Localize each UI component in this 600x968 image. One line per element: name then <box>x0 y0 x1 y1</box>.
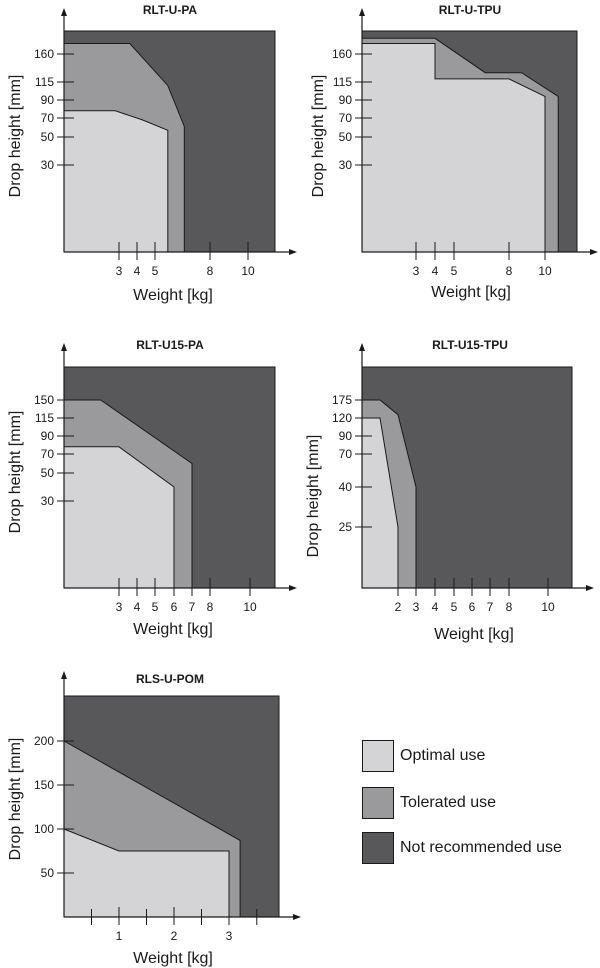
x-tick-label-4: 4 <box>134 600 141 614</box>
y-axis-arrow <box>359 343 365 351</box>
y-tick-label-200: 200 <box>34 734 54 748</box>
x-tick-label-2: 2 <box>171 929 178 943</box>
x-tick-label-5: 5 <box>451 264 458 278</box>
x-tick-label-8: 8 <box>207 600 214 614</box>
y-tick-label-90: 90 <box>41 429 55 443</box>
legend-swatch-tolerated <box>362 787 394 819</box>
y-tick-label-90: 90 <box>339 429 353 443</box>
y-tick-label-30: 30 <box>41 494 55 508</box>
x-tick-label-3: 3 <box>226 929 233 943</box>
x-tick-label-7: 7 <box>487 600 494 614</box>
chart-title-rls-u-pom: RLS-U-POM <box>136 672 204 686</box>
x-tick-label-10: 10 <box>243 600 257 614</box>
chart-title-rlt-u15-tpu: RLT-U15-TPU <box>432 338 508 352</box>
y-tick-label-70: 70 <box>41 447 55 461</box>
y-tick-label-50: 50 <box>41 866 55 880</box>
chart-panel-2: 3 4 5 8 10 30 50 70 90 115 160 RLT-U-TPU Weight [kg]… <box>310 3 598 301</box>
chart-panel-3: 3 4 5 6 7 8 10 30 50 70 90 115 150 RLT-U15-PA Weight [… <box>7 338 297 638</box>
region-optimal <box>361 43 546 253</box>
y-tick-label-25: 25 <box>339 520 353 534</box>
x-tick-label-3: 3 <box>413 264 420 278</box>
y-axis-label: Drop height [mm] <box>310 75 327 198</box>
x-axis-arrow <box>586 585 594 591</box>
x-tick-label-10: 10 <box>241 264 255 278</box>
x-axis-arrow <box>289 249 297 255</box>
x-tick-label-5: 5 <box>152 600 159 614</box>
x-axis-arrow <box>293 914 301 920</box>
y-tick-label-115: 115 <box>333 75 352 89</box>
x-axis-label: Weight [kg] <box>133 950 213 967</box>
x-tick-label-3: 3 <box>116 600 123 614</box>
x-tick-label-6: 6 <box>171 600 178 614</box>
y-tick-label-115: 115 <box>35 411 54 425</box>
x-axis-arrow <box>289 585 297 591</box>
x-axis-label: Weight [kg] <box>133 621 213 638</box>
y-axis-label: Drop height [mm] <box>7 75 24 198</box>
y-tick-label-70: 70 <box>339 111 353 125</box>
y-axis-arrow <box>61 8 67 16</box>
x-axis-arrow <box>590 249 598 255</box>
y-tick-label-30: 30 <box>41 158 55 172</box>
x-tick-label-4: 4 <box>134 264 141 278</box>
y-tick-label-100: 100 <box>34 822 54 836</box>
y-tick-label-115: 115 <box>35 75 54 89</box>
y-axis-arrow <box>61 671 67 679</box>
x-tick-label-7: 7 <box>189 600 196 614</box>
x-tick-label-6: 6 <box>469 600 476 614</box>
y-tick-label-120: 120 <box>332 411 352 425</box>
y-tick-label-70: 70 <box>41 111 55 125</box>
chart-title-rlt-u15-pa: RLT-U15-PA <box>136 338 204 352</box>
x-tick-label-3: 3 <box>413 600 420 614</box>
y-tick-label-90: 90 <box>41 93 55 107</box>
x-tick-label-10: 10 <box>538 264 552 278</box>
y-tick-label-90: 90 <box>339 93 353 107</box>
x-tick-label-5: 5 <box>451 600 458 614</box>
x-axis-label: Weight [kg] <box>133 287 213 304</box>
y-tick-label-70: 70 <box>339 447 353 461</box>
chart-title-rlt-u-pa: RLT-U-PA <box>143 3 198 17</box>
y-tick-label-150: 150 <box>34 778 54 792</box>
y-tick-label-175: 175 <box>332 393 352 407</box>
y-tick-label-160: 160 <box>332 47 352 61</box>
x-axis-label: Weight [kg] <box>431 284 511 301</box>
y-tick-label-160: 160 <box>34 47 54 61</box>
legend-item-not-recommended: Not recommended use <box>362 831 562 865</box>
y-axis-label: Drop height [mm] <box>7 738 24 861</box>
y-tick-label-50: 50 <box>41 130 55 144</box>
x-tick-label-10: 10 <box>541 600 555 614</box>
y-tick-label-30: 30 <box>339 158 353 172</box>
chart-title-rlt-u-tpu: RLT-U-TPU <box>439 3 501 17</box>
chart-panel-1: 3 4 5 8 10 30 50 70 90 115 160 RLT-U-PA Weight [kg] D… <box>7 3 297 304</box>
legend-swatch-optimal <box>362 740 394 772</box>
x-tick-label-1: 1 <box>116 929 123 943</box>
y-axis-label: Drop height [mm] <box>305 435 322 558</box>
x-tick-label-3: 3 <box>116 264 123 278</box>
legend-label-optimal: Optimal use <box>400 747 486 764</box>
y-tick-label-150: 150 <box>34 393 54 407</box>
legend-item-optimal: Optimal use <box>362 739 485 773</box>
y-tick-label-50: 50 <box>41 466 55 480</box>
legend-item-tolerated: Tolerated use <box>362 786 496 820</box>
region-optimal <box>63 110 169 253</box>
legend-label-not-recommended: Not recommended use <box>400 839 562 856</box>
chart-panel-5: 1 2 3 50 100 150 200 RLS-U-POM Weight [kg] Drop h… <box>7 671 301 967</box>
y-axis-arrow <box>61 343 67 351</box>
x-tick-label-4: 4 <box>432 264 439 278</box>
y-tick-label-40: 40 <box>339 480 353 494</box>
x-tick-label-8: 8 <box>506 264 513 278</box>
x-axis-label: Weight [kg] <box>434 626 514 643</box>
y-axis-arrow <box>359 8 365 16</box>
y-axis-label: Drop height [mm] <box>7 411 24 534</box>
x-tick-label-5: 5 <box>152 264 159 278</box>
x-tick-label-8: 8 <box>506 600 513 614</box>
legend-label-tolerated: Tolerated use <box>400 794 497 811</box>
x-tick-label-4: 4 <box>432 600 439 614</box>
legend-swatch-not-recommended <box>362 832 394 864</box>
x-tick-label-2: 2 <box>395 600 402 614</box>
x-tick-label-8: 8 <box>207 264 214 278</box>
chart-panel-4: 2 3 4 5 6 7 8 10 25 40 70 90 120 175 RLT-U15-TPU Weight… <box>305 338 594 643</box>
y-tick-label-50: 50 <box>339 130 353 144</box>
